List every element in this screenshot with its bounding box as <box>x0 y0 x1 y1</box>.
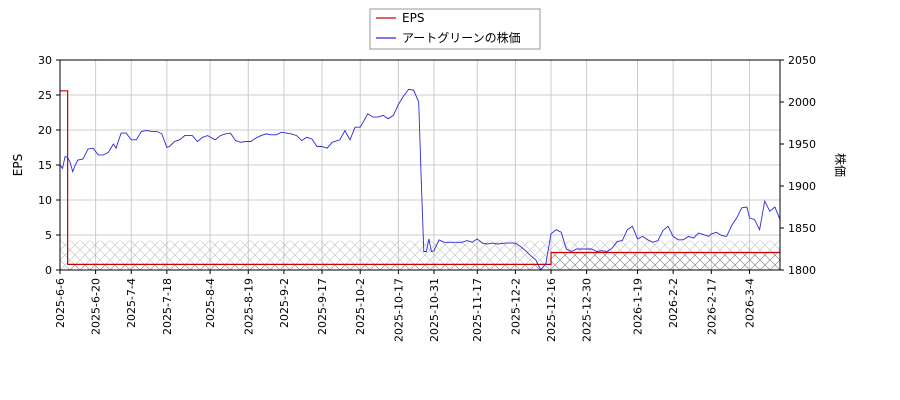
eps-hatch-area <box>60 240 780 270</box>
x-tick-label: 2026-1-19 <box>632 278 645 335</box>
x-tick-label: 2025-9-2 <box>278 278 291 328</box>
price-line <box>59 88 781 271</box>
y-left-tick-label: 30 <box>38 54 52 67</box>
legend-eps-label: EPS <box>402 11 424 25</box>
y-left-tick-label: 0 <box>45 264 52 277</box>
x-tick-label: 2025-7-18 <box>161 278 174 335</box>
x-tick-label: 2025-6-20 <box>90 278 103 335</box>
y-axis-right: 1800 1850 1900 1950 2000 2050 <box>780 54 816 277</box>
grid <box>59 59 780 271</box>
x-tick-label: 2025-10-17 <box>392 278 405 342</box>
eps-band-hatch <box>60 240 780 270</box>
legend-price-label: アートグリーンの株価 <box>402 30 521 45</box>
x-tick-label: 2025-7-4 <box>125 278 138 328</box>
y-right-tick-label: 1900 <box>788 180 816 193</box>
x-tick-label: 2025-12-2 <box>509 278 522 335</box>
y-right-tick-label: 1800 <box>788 264 816 277</box>
x-tick-label: 2025-10-2 <box>354 278 367 335</box>
x-tick-label: 2026-2-17 <box>705 278 718 335</box>
x-tick-label: 2026-3-4 <box>743 278 756 328</box>
x-tick-label: 2025-10-31 <box>428 278 441 342</box>
y-left-tick-label: 10 <box>38 194 52 207</box>
series-group <box>59 88 781 271</box>
eps-line <box>60 90 780 265</box>
y-right-tick-label: 2000 <box>788 96 816 109</box>
y-right-tick-label: 1850 <box>788 222 816 235</box>
y-left-tick-label: 5 <box>45 229 52 242</box>
y-axis-right-label: 株価 <box>833 153 848 177</box>
x-tick-label: 2025-11-17 <box>471 278 484 342</box>
x-tick-label: 2025-12-30 <box>581 278 594 342</box>
x-tick-label: 2025-12-16 <box>545 278 558 342</box>
y-left-tick-label: 20 <box>38 124 52 137</box>
y-right-tick-label: 2050 <box>788 54 816 67</box>
y-right-tick-label: 1950 <box>788 138 816 151</box>
y-left-tick-label: 25 <box>38 89 52 102</box>
legend-box <box>369 8 541 50</box>
y-left-tick-label: 15 <box>38 159 52 172</box>
y-axis-left: 0 5 10 15 20 25 30 <box>38 54 60 277</box>
x-tick-label: 2025-8-19 <box>242 278 255 335</box>
legend: EPS アートグリーンの株価 <box>369 8 541 50</box>
x-tick-label: 2025-9-17 <box>316 278 329 335</box>
x-axis: 2025-6-6 2025-6-20 2025-7-4 2025-7-18 2025-8… <box>54 270 756 342</box>
x-tick-label: 2025-8-4 <box>204 278 217 328</box>
x-tick-label: 2025-6-6 <box>54 278 67 328</box>
x-tick-label: 2026-2-2 <box>667 278 680 328</box>
y-axis-left-label: EPS <box>11 154 25 176</box>
